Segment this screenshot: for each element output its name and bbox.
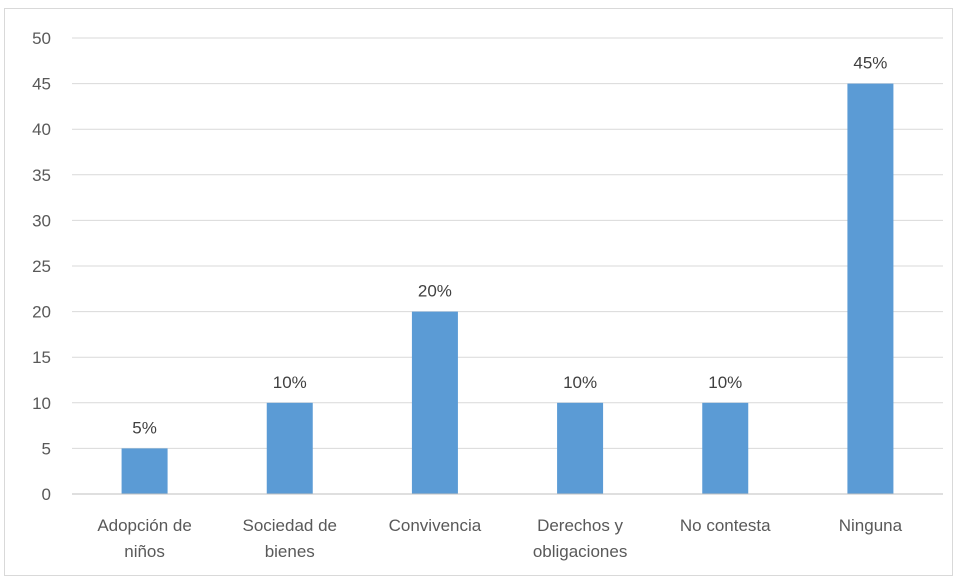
data-label: 10%	[273, 373, 307, 392]
y-tick-label: 20	[32, 303, 51, 322]
y-tick-label: 15	[32, 348, 51, 367]
y-tick-label: 5	[42, 439, 51, 458]
chart-frame: 0 5 10 15 20 25 30 35 40 45 50 5% Adopción de niños 10…	[4, 8, 953, 576]
y-tick-label: 50	[32, 29, 51, 48]
y-tick-label: 35	[32, 166, 51, 185]
y-tick-label: 40	[32, 120, 51, 139]
data-label: 10%	[563, 373, 597, 392]
bar	[266, 402, 313, 494]
x-tick-label: No contesta	[680, 516, 771, 535]
x-tick-label: Adopción de niños	[97, 516, 192, 561]
bar	[411, 311, 458, 494]
x-tick-label: Sociedad de bienes	[242, 516, 337, 561]
bar	[702, 402, 749, 494]
y-tick-label: 45	[32, 75, 51, 94]
data-label: 45%	[853, 54, 887, 73]
bar	[121, 448, 168, 494]
y-tick-label: 30	[32, 211, 51, 230]
bar-chart: 0 5 10 15 20 25 30 35 40 45 50 5% Adopción de niños 10…	[32, 29, 943, 561]
data-label: 20%	[418, 282, 452, 301]
x-tick-label: Ninguna	[839, 516, 903, 535]
x-tick-label: Convivencia	[389, 516, 482, 535]
data-label: 10%	[708, 373, 742, 392]
x-tick-label: Derechos y obligaciones	[533, 516, 628, 561]
y-tick-label: 25	[32, 257, 51, 276]
data-label: 5%	[132, 418, 157, 437]
bar	[557, 402, 604, 494]
bar	[847, 83, 894, 494]
y-tick-label: 10	[32, 394, 51, 413]
y-tick-label: 0	[42, 485, 51, 504]
